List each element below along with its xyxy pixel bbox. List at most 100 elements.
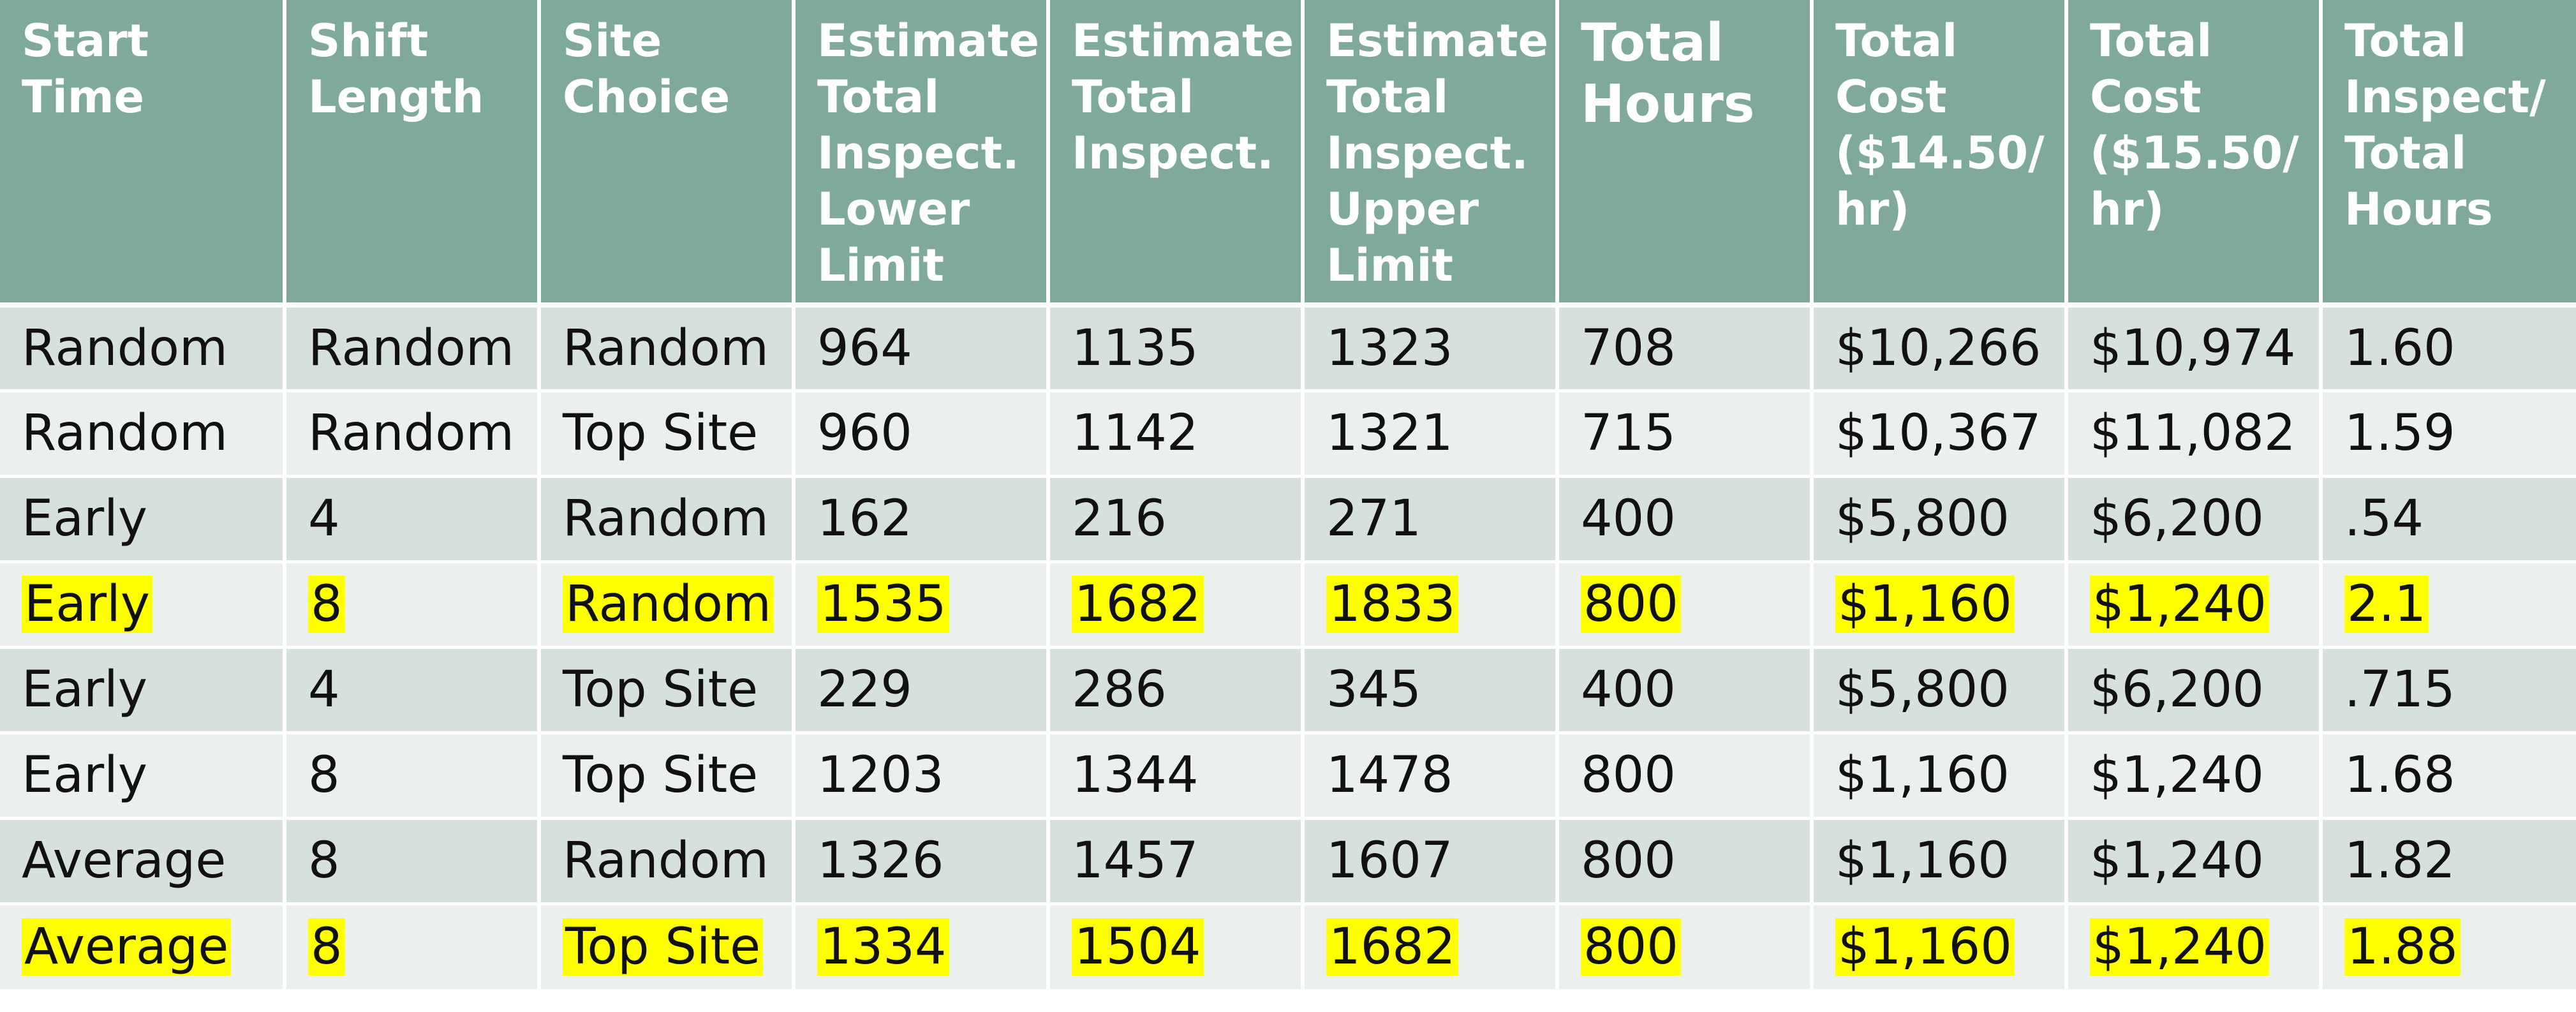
cell-value: Random [308,319,514,377]
table-row: Average 8 Random 1326 1457 1607 800 $1,160 $1,24… [0,816,2576,904]
table-row: Random Random Top Site 960 1142 1321 715 $10,36… [0,389,2576,476]
table-cell: 1682 [1046,560,1305,647]
column-header: Total Cost ($14.50/hr) [1810,0,2068,308]
column-header-label: hr) [2090,183,2165,235]
column-header-label: Shift [308,15,429,67]
table-cell: 1323 [1301,303,1559,391]
cell-value: $1,160 [1835,747,2010,804]
table-cell: $5,800 [1810,474,2068,562]
cell-value: 1833 [1326,576,1458,633]
cell-value: 1321 [1326,405,1453,462]
column-header-label: Inspect. [1326,127,1529,179]
column-header-label: Total [2344,127,2467,179]
column-header-label: Limit [817,239,944,292]
table-cell: 800 [1555,560,1814,647]
cell-value: 800 [1581,576,1681,633]
cell-value: 1.60 [2344,319,2455,377]
cell-value: 960 [817,405,912,462]
column-header-label: Hours [2344,183,2493,235]
cell-value: 1323 [1326,319,1453,377]
header-row: Start Time Shift Length Site Choice Estimate T… [0,0,2576,308]
table-cell: $11,082 [2064,389,2323,476]
cell-value: 8 [308,576,345,633]
column-header-label: ($14.50/ [1835,127,2045,179]
cell-value: $10,266 [1835,319,2041,377]
column-header-label: Inspect. [1072,127,1274,179]
table-cell: Average [0,816,286,904]
table-cell: Random [283,303,541,391]
table-cell: 1.60 [2319,303,2576,391]
cell-value: 8 [308,832,340,889]
cell-value: $1,160 [1835,918,2015,976]
cell-value: Random [563,319,769,377]
cell-value: $5,800 [1835,490,2010,547]
table-cell: 271 [1301,474,1559,562]
cell-value: Random [22,319,228,377]
cell-value: Random [308,405,514,462]
table-cell: Early [0,731,286,818]
cell-value: 400 [1581,661,1676,718]
table-row-highlighted: Average 8 Top Site 1334 1504 1682 800 $1,160 $1,… [0,902,2576,989]
table-cell: 800 [1555,902,1814,989]
column-header-label: hr) [1835,183,1910,235]
table-cell: 345 [1301,645,1559,733]
table-cell: Top Site [537,731,796,818]
cell-value: 1326 [817,832,944,889]
cell-value: 1203 [817,747,944,804]
column-header-label: Lower [817,183,970,235]
cell-value: $1,240 [2090,747,2264,804]
cell-value: 1682 [1326,918,1458,976]
cell-value: Average [22,918,232,976]
table-cell: Top Site [537,645,796,733]
cell-value: 1.59 [2344,405,2455,462]
cell-value: 1504 [1072,918,1204,976]
table-cell: 2.1 [2319,560,2576,647]
table-cell: 800 [1555,816,1814,904]
column-header-label: Estimate [1326,15,1549,67]
table-cell: 1326 [792,816,1050,904]
cell-value: Random [22,405,228,462]
table-cell: 400 [1555,474,1814,562]
table-cell: 4 [283,474,541,562]
column-header-label: Hours [1581,74,1755,135]
cell-value: 715 [1581,405,1676,462]
table-cell: 1.68 [2319,731,2576,818]
cell-value: 800 [1581,747,1676,804]
table-cell: $5,800 [1810,645,2068,733]
cell-value: 1478 [1326,747,1453,804]
table-cell: Random [283,389,541,476]
column-header-label: Estimate [817,15,1040,67]
column-header-label: Total [2090,15,2212,67]
column-header-label: Limit [1326,239,1453,292]
table-cell: Random [537,474,796,562]
table-cell: 1142 [1046,389,1305,476]
cell-value: 1344 [1072,747,1199,804]
table-cell: 1504 [1046,902,1305,989]
table-cell: $10,266 [1810,303,2068,391]
table-cell: 1.82 [2319,816,2576,904]
table-cell: Top Site [537,902,796,989]
table-cell: 216 [1046,474,1305,562]
table-cell: 1334 [792,902,1050,989]
table-cell: 1321 [1301,389,1559,476]
cell-value: $10,367 [1835,405,2041,462]
table-cell: Random [537,816,796,904]
table-cell: Top Site [537,389,796,476]
cell-value: $10,974 [2090,319,2296,377]
column-header-label: Site [563,15,662,67]
table-cell: $1,160 [1810,560,2068,647]
column-header: Total Hours [1555,0,1814,308]
table-cell: 1607 [1301,816,1559,904]
table-cell: $10,974 [2064,303,2323,391]
table-cell: 1535 [792,560,1050,647]
cell-value: Random [563,576,774,633]
table-row-highlighted: Early 8 Random 1535 1682 1833 800 $1,160 $1,240 2… [0,560,2576,647]
cell-value: 1142 [1072,405,1199,462]
cell-value: Top Site [563,918,764,976]
table-body: Random Random Random 964 1135 1323 708 $10,266 $… [0,303,2576,989]
table-cell: 162 [792,474,1050,562]
table-cell: $6,200 [2064,474,2323,562]
column-header: Total Cost ($15.50/hr) [2064,0,2323,308]
cell-value: Top Site [563,747,759,804]
table-cell: 1833 [1301,560,1559,647]
